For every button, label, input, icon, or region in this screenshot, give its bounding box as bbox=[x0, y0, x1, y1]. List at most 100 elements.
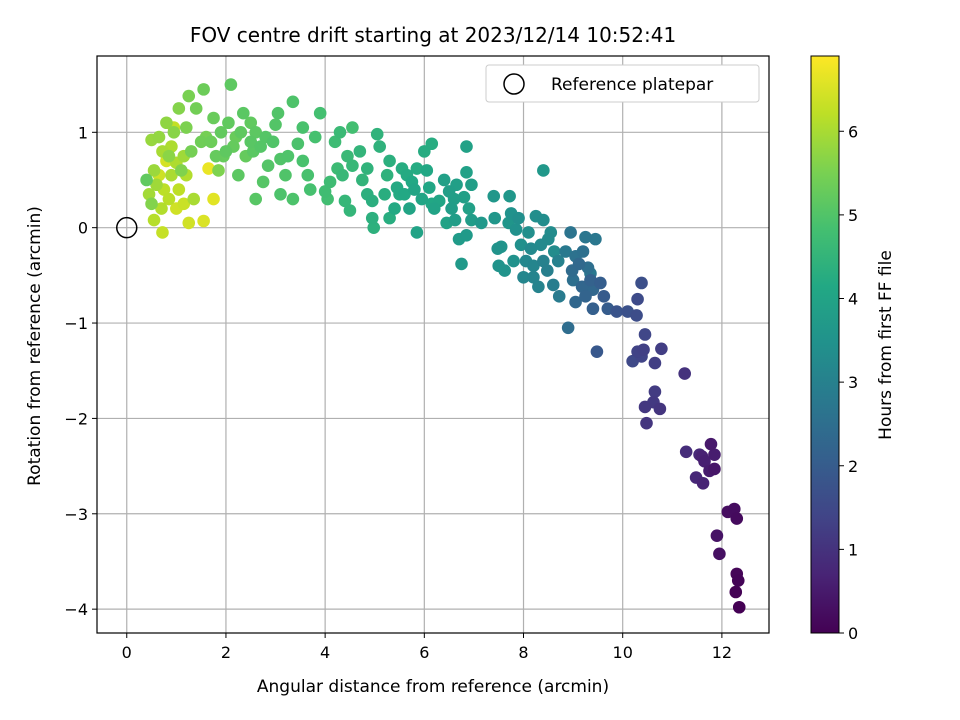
data-point bbox=[296, 154, 310, 168]
data-point bbox=[244, 135, 258, 149]
data-point bbox=[522, 226, 535, 239]
data-point bbox=[551, 254, 565, 268]
x-tick-label: 2 bbox=[221, 643, 231, 662]
data-point bbox=[569, 295, 582, 309]
reference-marker bbox=[116, 216, 138, 239]
colorbar-tick-label: 1 bbox=[848, 540, 858, 559]
data-point bbox=[465, 213, 478, 227]
data-point bbox=[333, 125, 347, 139]
data-point bbox=[420, 164, 434, 177]
colorbar-tick-label: 3 bbox=[848, 373, 858, 392]
data-point bbox=[254, 140, 267, 153]
data-point bbox=[509, 223, 523, 236]
data-point bbox=[197, 83, 210, 96]
data-point bbox=[678, 367, 691, 380]
data-point bbox=[398, 187, 411, 201]
plot-frame bbox=[96, 55, 770, 634]
data-point bbox=[274, 187, 287, 201]
data-point bbox=[507, 254, 520, 268]
data-point bbox=[422, 181, 436, 194]
data-point bbox=[527, 270, 540, 284]
data-point bbox=[172, 102, 186, 115]
data-point bbox=[589, 232, 602, 246]
colorbar-tick-label: 0 bbox=[848, 624, 858, 643]
data-point bbox=[564, 226, 577, 239]
legend-box bbox=[485, 64, 760, 103]
data-point bbox=[594, 276, 607, 290]
data-point bbox=[410, 226, 424, 239]
data-point bbox=[301, 168, 315, 182]
data-point bbox=[731, 574, 745, 587]
data-point bbox=[679, 445, 693, 459]
data-point bbox=[343, 204, 357, 217]
data-point bbox=[165, 168, 178, 182]
data-point bbox=[517, 270, 530, 284]
data-point bbox=[184, 145, 198, 158]
data-point bbox=[418, 145, 431, 158]
y-tick-label: 1 bbox=[78, 123, 88, 142]
x-tick-label: 10 bbox=[613, 643, 633, 662]
data-point bbox=[561, 321, 575, 335]
data-point bbox=[576, 245, 590, 258]
data-point bbox=[713, 547, 726, 561]
data-point bbox=[212, 164, 225, 177]
data-point bbox=[360, 162, 374, 175]
data-point bbox=[207, 111, 220, 125]
data-point bbox=[648, 356, 662, 370]
y-axis-label: Rotation from reference (arcmin) bbox=[25, 206, 45, 486]
data-point bbox=[552, 290, 566, 303]
data-point bbox=[572, 257, 586, 271]
data-point bbox=[584, 273, 597, 287]
data-point bbox=[194, 135, 208, 149]
data-point bbox=[365, 194, 379, 208]
legend-marker-reference-platepar bbox=[503, 73, 525, 95]
data-point bbox=[631, 292, 644, 306]
x-tick-label: 4 bbox=[320, 643, 330, 662]
data-point bbox=[279, 168, 292, 182]
data-point bbox=[187, 192, 201, 206]
grid-lines bbox=[97, 56, 769, 633]
data-point bbox=[460, 140, 473, 153]
data-point bbox=[708, 462, 721, 476]
data-point bbox=[383, 154, 396, 168]
data-point bbox=[408, 183, 421, 196]
data-point bbox=[590, 345, 604, 358]
data-point bbox=[730, 512, 744, 525]
colorbar-ticks: 0 1 2 3 4 5 6 bbox=[839, 122, 858, 643]
data-point bbox=[179, 121, 193, 134]
data-point bbox=[318, 185, 332, 198]
data-point bbox=[286, 95, 300, 109]
data-point bbox=[514, 238, 528, 252]
data-point bbox=[202, 162, 215, 175]
data-point bbox=[328, 135, 342, 149]
data-point bbox=[547, 245, 561, 258]
data-point bbox=[323, 175, 337, 189]
data-point bbox=[566, 273, 580, 287]
x-tick-label: 8 bbox=[518, 643, 528, 662]
y-tick-label: 0 bbox=[78, 219, 88, 238]
data-point bbox=[147, 213, 161, 227]
data-point bbox=[209, 149, 223, 163]
data-point bbox=[708, 448, 721, 461]
data-point bbox=[145, 197, 158, 211]
data-point bbox=[710, 529, 724, 543]
data-point bbox=[610, 305, 624, 318]
data-point bbox=[370, 127, 384, 141]
data-point bbox=[160, 116, 173, 130]
data-point bbox=[150, 178, 163, 192]
data-point bbox=[378, 187, 391, 201]
data-point bbox=[271, 106, 285, 120]
data-point bbox=[546, 278, 560, 292]
data-point bbox=[383, 211, 396, 225]
data-point bbox=[338, 194, 352, 208]
data-point bbox=[410, 162, 424, 175]
data-point bbox=[460, 166, 473, 179]
data-point bbox=[234, 125, 248, 139]
data-point bbox=[537, 164, 550, 177]
colorbar-tick-label: 6 bbox=[848, 122, 858, 141]
data-point bbox=[172, 183, 186, 196]
data-point bbox=[437, 173, 451, 187]
data-point bbox=[373, 140, 386, 153]
colorbar-tick-label: 4 bbox=[848, 290, 858, 309]
